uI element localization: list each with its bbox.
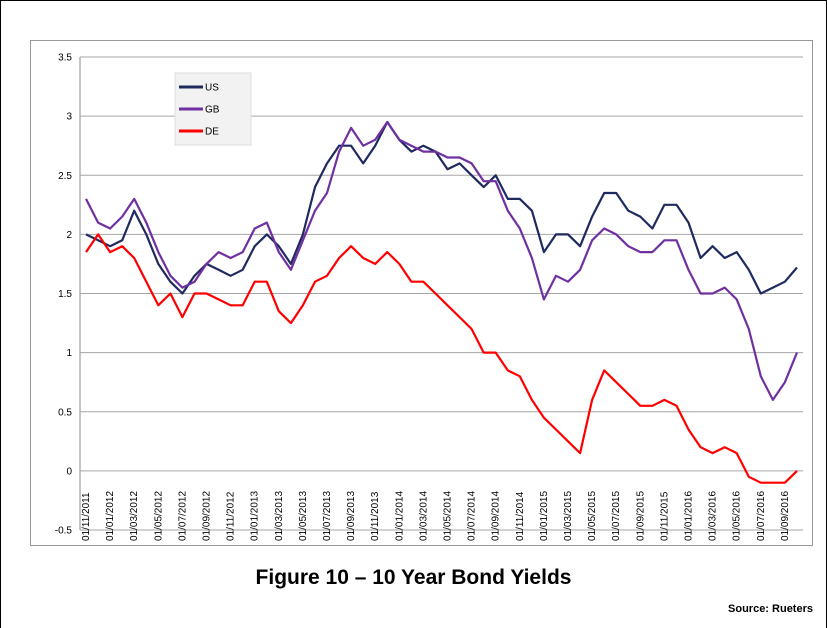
y-tick-label: 2 [66, 230, 72, 241]
chart-frame [30, 40, 813, 546]
x-tick-label: 01/03/2012 [129, 491, 140, 541]
x-tick-label: 01/05/2012 [153, 491, 164, 541]
x-tick-label: 01/09/2016 [780, 491, 791, 541]
y-tick-label: -0.5 [55, 526, 73, 537]
series-line [85, 120, 798, 295]
x-tick-label: 01/03/2013 [274, 491, 285, 541]
x-tick-label: 01/09/2015 [635, 491, 646, 541]
x-tick-label: 01/01/2014 [394, 491, 405, 541]
x-tick-label: 01/09/2014 [491, 491, 502, 541]
x-tick-label: 01/07/2016 [756, 491, 767, 541]
legend-label: DE [205, 127, 219, 138]
x-tick-label: 01/05/2014 [443, 491, 454, 541]
x-tick-label: 01/07/2013 [322, 491, 333, 541]
x-tick-label: 01/01/2016 [684, 491, 695, 541]
x-tick-label: 01/05/2015 [587, 491, 598, 541]
x-tick-label: 01/01/2012 [105, 491, 116, 541]
source: Source: Rueters [728, 603, 813, 615]
x-tick-label: 01/03/2014 [418, 491, 429, 541]
x-tick-label: 01/09/2013 [346, 491, 357, 541]
x-tick-label: 01/11/2013 [370, 491, 381, 541]
y-tick-label: 2.5 [58, 171, 72, 182]
x-tick-label: 01/07/2015 [611, 491, 622, 541]
x-tick-label: 01/09/2012 [202, 491, 213, 541]
caption: Figure 10 – 10 Year Bond Yields [255, 566, 572, 589]
x-tick-label: 01/03/2016 [708, 491, 719, 541]
legend-label: US [205, 83, 219, 94]
x-tick-label: 01/11/2012 [226, 491, 237, 541]
y-tick-label: 3 [66, 112, 72, 123]
x-tick-label: 01/07/2014 [467, 491, 478, 541]
x-tick-label: 01/11/2015 [659, 491, 670, 541]
y-tick-label: 0.5 [58, 407, 72, 418]
y-tick-label: 1.5 [58, 289, 72, 300]
x-tick-label: 01/01/2013 [250, 491, 261, 541]
series-line [85, 233, 798, 484]
x-tick-label: 01/05/2013 [298, 491, 309, 541]
x-tick-label: 01/07/2012 [177, 491, 188, 541]
x-tick-label: 01/11/2014 [515, 491, 526, 541]
x-tick-label: 01/03/2015 [563, 491, 574, 541]
y-tick-label: 1 [66, 348, 72, 359]
y-tick-label: 0 [66, 466, 72, 477]
x-tick-label: 01/01/2015 [539, 491, 550, 541]
legend-label: GB [205, 105, 220, 116]
x-tick-label: 01/05/2016 [732, 491, 743, 541]
y-tick-label: 3.5 [58, 53, 72, 64]
x-tick-label: 01/11/2011 [81, 492, 92, 541]
series-line [85, 120, 799, 401]
